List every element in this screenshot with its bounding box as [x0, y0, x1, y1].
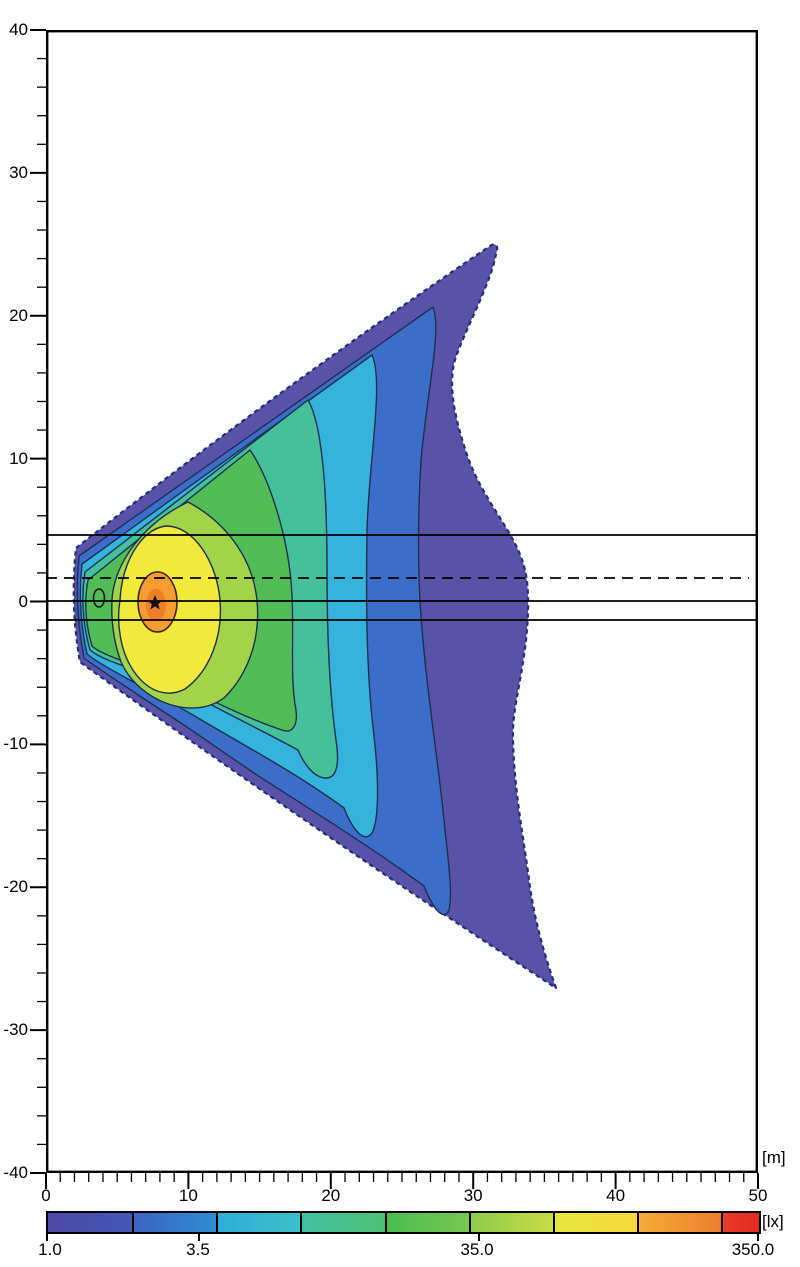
x-axis-tick-label: 0: [41, 1186, 51, 1205]
colorbar-tick-mark: [46, 1232, 48, 1241]
y-axis-tick-label: -40: [3, 1163, 28, 1182]
colorbar-tick-label-1: 1.0: [38, 1240, 62, 1259]
colorbar-unit-label: [lx]: [762, 1212, 784, 1231]
colorbar: [46, 1211, 761, 1234]
y-axis-tick-label: 20: [9, 305, 28, 325]
colorbar-segment: [216, 1213, 301, 1232]
colorbar-segment: [468, 1213, 553, 1232]
colorbar-tick-mark: [477, 1232, 480, 1241]
x-axis-tick-label: 50: [748, 1186, 768, 1205]
colorbar-segment: [132, 1213, 217, 1232]
x-axis-tick-label: 40: [606, 1186, 626, 1205]
contour-bands: [72, 243, 558, 990]
colorbar-tick-label-35: 35.0: [460, 1240, 494, 1259]
colorbar-tick-label-3_5: 3.5: [186, 1240, 210, 1259]
colorbar-tick-mark: [198, 1232, 201, 1241]
isolux-plot-canvas: [46, 30, 758, 1173]
luminaire-symbol: [92, 588, 106, 608]
colorbar-segment: [300, 1213, 385, 1232]
x-axis-tick-label: 20: [321, 1186, 341, 1205]
colorbar-tick-mark: [757, 1232, 759, 1241]
x-axis-tick-label: 10: [178, 1186, 198, 1205]
y-axis-tick-label: -20: [3, 877, 28, 897]
x-axis-unit-label: [m]: [762, 1148, 786, 1167]
max-illuminance-star-marker: [147, 595, 163, 610]
colorbar-tick-label-350: 350.0: [731, 1240, 775, 1259]
colorbar-segment: [384, 1213, 469, 1232]
y-axis-tick-label: 30: [9, 162, 28, 182]
x-axis-tick-label: 30: [463, 1186, 483, 1205]
y-axis-tick-label: 10: [9, 448, 28, 468]
y-axis-tick-label: 0: [18, 591, 28, 611]
y-axis-tick-label: 40: [9, 20, 28, 39]
road-lines: [46, 534, 758, 621]
colorbar-segment: [48, 1213, 133, 1232]
plot-border: [46, 30, 758, 1173]
colorbar-segment: [721, 1213, 759, 1232]
colorbar-segment: [636, 1213, 721, 1232]
colorbar-segment: [552, 1213, 637, 1232]
y-axis-tick-label: -30: [3, 1020, 28, 1040]
y-axis-tick-label: -10: [3, 734, 28, 754]
